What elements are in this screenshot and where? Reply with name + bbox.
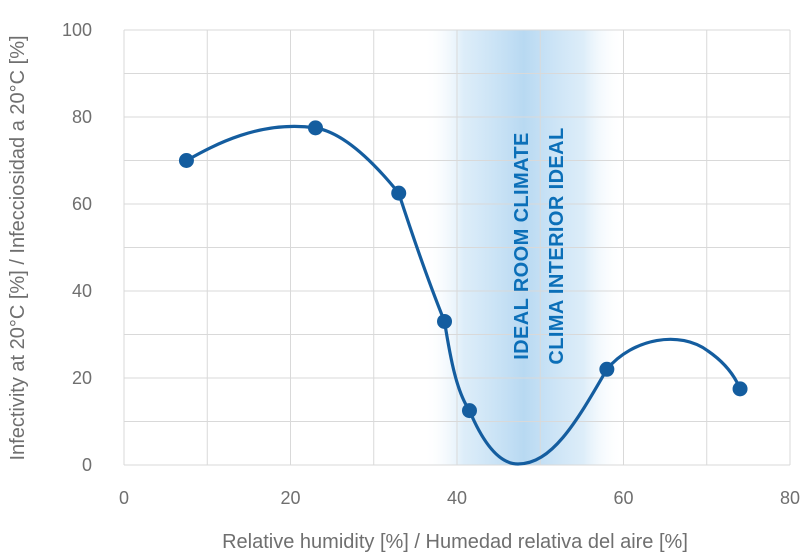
clima-interior-ideal-label: CLIMA INTERIOR IDEAL — [546, 127, 568, 364]
y-tick-label: 60 — [72, 194, 92, 214]
x-tick-label: 0 — [119, 488, 129, 508]
y-tick-label: 40 — [72, 281, 92, 301]
y-tick-label: 80 — [72, 107, 92, 127]
y-axis-title: Infectivity at 20°C [%] / Infecciosidad … — [7, 35, 29, 460]
x-axis-title: Relative humidity [%] / Humedad relativa… — [222, 531, 688, 553]
data-point-2 — [391, 185, 407, 201]
ideal-room-climate-label: IDEAL ROOM CLIMATE — [511, 132, 533, 360]
x-tick-label: 40 — [447, 488, 467, 508]
y-tick-label: 100 — [62, 20, 92, 40]
y-tick-label: 0 — [82, 455, 92, 475]
x-tick-label: 60 — [613, 488, 633, 508]
x-tick-label: 20 — [280, 488, 300, 508]
data-point-3 — [437, 313, 453, 329]
x-tick-label: 80 — [780, 488, 800, 508]
data-point-1 — [307, 120, 323, 136]
data-point-5 — [599, 361, 615, 377]
data-point-6 — [732, 381, 748, 397]
y-tick-label: 20 — [72, 368, 92, 388]
data-point-0 — [178, 153, 194, 168]
data-point-4 — [461, 403, 477, 419]
